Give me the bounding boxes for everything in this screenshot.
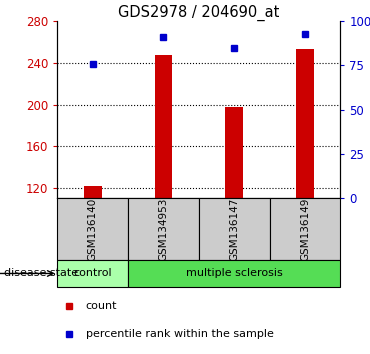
Title: GDS2978 / 204690_at: GDS2978 / 204690_at	[118, 5, 280, 21]
Bar	[128, 260, 340, 287]
Bar	[57, 260, 128, 287]
Text: GSM136149: GSM136149	[300, 198, 310, 261]
Bar	[199, 198, 270, 260]
Text: multiple sclerosis: multiple sclerosis	[186, 268, 283, 279]
Bar	[296, 49, 314, 198]
Text: GSM136147: GSM136147	[229, 198, 239, 261]
Bar	[128, 198, 199, 260]
Text: disease state: disease state	[4, 268, 78, 279]
Bar	[57, 198, 128, 260]
Bar	[270, 198, 340, 260]
Text: count: count	[86, 301, 117, 310]
Bar	[225, 107, 243, 198]
Text: GSM136140: GSM136140	[88, 198, 98, 261]
Text: percentile rank within the sample: percentile rank within the sample	[86, 329, 273, 339]
Text: control: control	[73, 268, 112, 279]
Bar	[155, 55, 172, 198]
Bar	[84, 186, 102, 198]
Text: GSM134953: GSM134953	[158, 198, 168, 261]
